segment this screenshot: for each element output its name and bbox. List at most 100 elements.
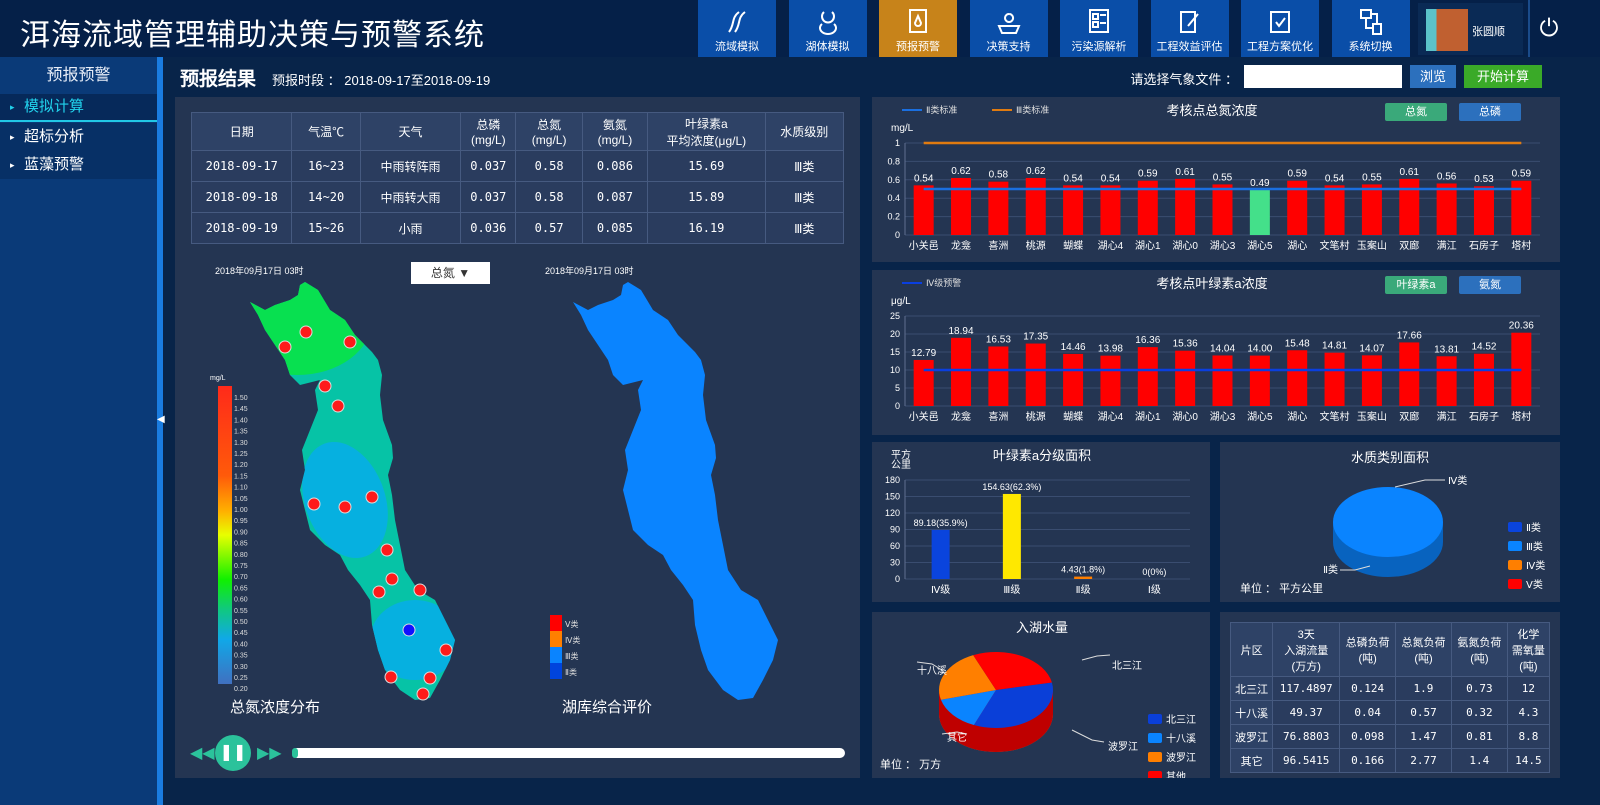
- nav-gear-people[interactable]: 决策支持: [969, 0, 1048, 57]
- bar[interactable]: [1249, 355, 1270, 406]
- bar[interactable]: [1436, 356, 1457, 406]
- nav-clipboard-check[interactable]: 工程方案优化: [1241, 0, 1319, 57]
- bar[interactable]: [951, 177, 972, 235]
- bar[interactable]: [1324, 352, 1345, 406]
- station-marker[interactable]: [439, 643, 453, 657]
- x-tick-label: 湖心3: [1210, 240, 1236, 252]
- bar[interactable]: [1063, 353, 1084, 406]
- x-tick-label: Ⅳ级: [931, 584, 950, 596]
- table-cell: 中雨转大雨: [359, 181, 462, 213]
- rewind-icon[interactable]: ◀◀: [190, 745, 215, 762]
- tn-button[interactable]: 总氮: [1385, 103, 1447, 121]
- bar[interactable]: [1002, 493, 1021, 579]
- nav-edit[interactable]: 工程效益评估: [1150, 0, 1229, 57]
- pie-slice[interactable]: [1333, 487, 1443, 557]
- station-marker[interactable]: [307, 497, 321, 511]
- bar[interactable]: [1399, 342, 1420, 406]
- station-marker[interactable]: [338, 500, 352, 514]
- pie-slice[interactable]: [973, 682, 1053, 728]
- browse-button[interactable]: 浏览: [1410, 65, 1456, 88]
- pause-button[interactable]: ❚❚: [215, 735, 251, 771]
- data-label: 0.54: [1101, 173, 1121, 184]
- station-marker[interactable]: [278, 340, 292, 354]
- station-marker[interactable]: [318, 379, 332, 393]
- weather-file-input[interactable]: [1244, 65, 1402, 88]
- chla-button[interactable]: 叶绿素a: [1385, 276, 1447, 294]
- sidebar-item-simulation[interactable]: 模拟计算: [0, 94, 157, 122]
- sidebar-collapse-bar[interactable]: [157, 57, 163, 805]
- station-marker[interactable]: [384, 670, 398, 684]
- station-marker[interactable]: [343, 335, 357, 349]
- bar[interactable]: [1287, 180, 1308, 235]
- bar[interactable]: [1175, 350, 1196, 406]
- station-marker[interactable]: [416, 687, 430, 701]
- pie-slice[interactable]: [939, 655, 996, 700]
- station-marker[interactable]: [385, 572, 399, 586]
- sidebar-item-algae-warning[interactable]: 蓝藻预警: [0, 151, 157, 179]
- station-marker[interactable]: [413, 583, 427, 597]
- start-compute-button[interactable]: 开始计算: [1464, 65, 1542, 88]
- bar[interactable]: [1473, 186, 1494, 235]
- bar[interactable]: [1100, 355, 1121, 406]
- bar[interactable]: [988, 181, 1009, 235]
- station-marker[interactable]: [331, 399, 345, 413]
- bar[interactable]: [1511, 180, 1532, 235]
- bar[interactable]: [1361, 184, 1382, 235]
- station-marker[interactable]: [299, 325, 313, 339]
- nav-list[interactable]: 污染源解析: [1060, 0, 1138, 57]
- bar[interactable]: [1249, 189, 1270, 235]
- parameter-dropdown[interactable]: 总氮 ▼: [411, 262, 490, 284]
- nav-warning-doc[interactable]: 预报预警: [879, 0, 957, 57]
- nav-lake[interactable]: 湖体模拟: [788, 0, 867, 57]
- bar[interactable]: [1324, 185, 1345, 235]
- x-tick-label: 龙龛: [951, 410, 971, 423]
- bar[interactable]: [913, 359, 934, 406]
- bar[interactable]: [1436, 183, 1457, 235]
- bar[interactable]: [1074, 576, 1093, 579]
- bar[interactable]: [988, 346, 1009, 406]
- bar[interactable]: [1137, 347, 1158, 406]
- chla-area-chart: 叶绿素a分级面积 平方公里 0 30 60 90 120 150 180 89.18(35.9%)…: [885, 448, 1190, 596]
- station-marker[interactable]: [423, 671, 437, 685]
- bar[interactable]: [1100, 185, 1121, 235]
- collapse-arrow-icon[interactable]: ◀: [157, 414, 165, 425]
- x-tick-label: 桃源: [1026, 410, 1046, 423]
- bar[interactable]: [1063, 185, 1084, 235]
- bar[interactable]: [951, 337, 972, 406]
- pie-slice[interactable]: [973, 652, 1052, 690]
- station-marker[interactable]: [402, 623, 416, 637]
- bar[interactable]: [1399, 178, 1420, 235]
- bar[interactable]: [1175, 178, 1196, 235]
- forward-icon[interactable]: ▶▶: [257, 745, 282, 762]
- bar[interactable]: [1025, 343, 1046, 406]
- tp-button[interactable]: 总磷: [1459, 103, 1521, 121]
- right-map-title: 湖库综合评价: [562, 699, 652, 716]
- leader-line: [1340, 565, 1371, 571]
- data-label: 14.81: [1322, 341, 1347, 352]
- nh-button[interactable]: 氨氮: [1459, 276, 1521, 294]
- bar[interactable]: [913, 185, 934, 235]
- table-cell: 16.19: [647, 212, 766, 244]
- bar[interactable]: [1473, 353, 1494, 406]
- chevron-down-icon: ▼: [458, 266, 471, 280]
- bar[interactable]: [1025, 177, 1046, 235]
- bar[interactable]: [1212, 184, 1233, 235]
- power-icon[interactable]: ⏻: [1528, 0, 1568, 57]
- station-marker[interactable]: [372, 585, 386, 599]
- legend-label: Ⅳ类: [565, 635, 580, 645]
- pie-slice[interactable]: [940, 690, 996, 726]
- evaluation-map[interactable]: [573, 282, 778, 700]
- sidebar-item-exceed-analysis[interactable]: 超标分析: [0, 123, 157, 151]
- bar[interactable]: [931, 529, 950, 579]
- user-box[interactable]: 张圆顺: [1418, 3, 1523, 55]
- station-marker[interactable]: [380, 543, 394, 557]
- bar[interactable]: [1287, 350, 1308, 406]
- bar[interactable]: [1212, 355, 1233, 406]
- colorbar-label: 1.00: [234, 507, 248, 514]
- bar[interactable]: [1361, 355, 1382, 406]
- playback-progress-bar[interactable]: [292, 748, 845, 758]
- bar[interactable]: [1137, 180, 1158, 235]
- nav-river[interactable]: 流域模拟: [698, 0, 776, 57]
- station-marker[interactable]: [365, 490, 379, 504]
- nav-switch[interactable]: 系统切换: [1331, 0, 1410, 57]
